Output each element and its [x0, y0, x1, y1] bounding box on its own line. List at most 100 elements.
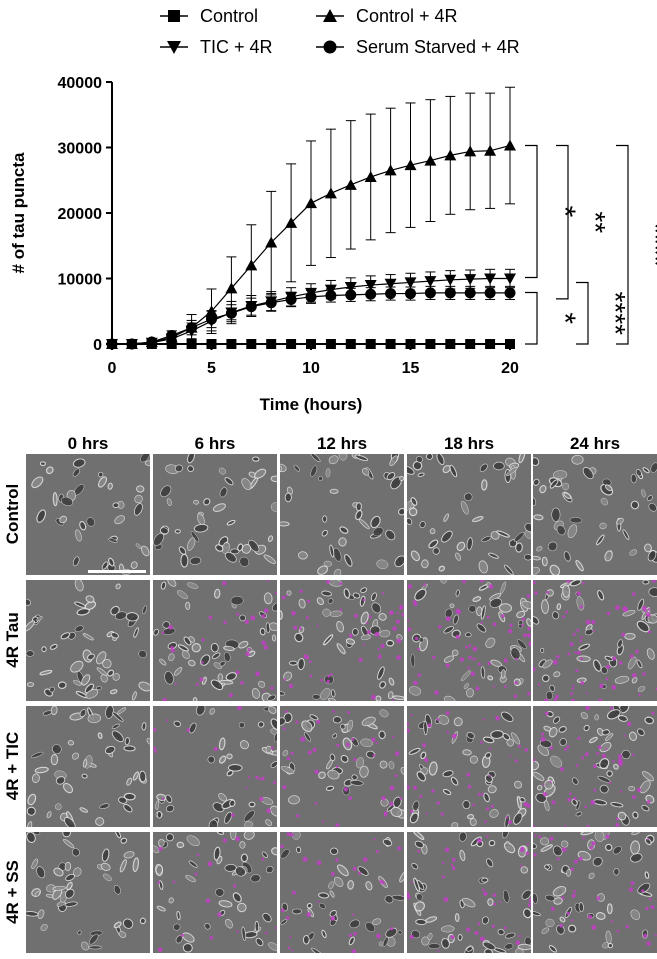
y-axis-title: # of tau puncta: [9, 152, 28, 273]
data-point: [445, 339, 456, 349]
y-tick-label: 30000: [58, 141, 103, 158]
x-axis-title: Time (hours): [260, 395, 363, 414]
significance-brackets: * ******* ****: [525, 144, 657, 345]
data-point: [246, 339, 257, 349]
data-point: [464, 287, 476, 299]
data-point: [424, 276, 437, 288]
legend-label: Control + 4R: [356, 6, 458, 26]
micrograph-image: [280, 706, 404, 827]
micrograph-tile: [280, 454, 404, 575]
data-point: [106, 338, 118, 349]
data-point: [285, 216, 298, 228]
legend-label: TIC + 4R: [200, 37, 273, 57]
micrograph-tile: [533, 454, 657, 575]
data-point: [365, 339, 376, 349]
sig-ctrl4r-vs-ctrl-bracket: [616, 144, 629, 345]
series-triangle-up: [106, 86, 516, 349]
data-point: [504, 287, 516, 299]
chart-axes: 0 10000 20000 30000 40000 0 5 10 15 20 Time (hours…: [9, 75, 519, 414]
data-point: [306, 339, 316, 349]
legend-marker-triangle-down-icon: [167, 41, 181, 54]
data-point: [384, 278, 397, 290]
micrograph-image: [280, 580, 404, 701]
data-point: [465, 339, 476, 349]
data-point: [206, 339, 217, 349]
data-point: [504, 273, 516, 285]
micrograph-image: [280, 454, 404, 575]
data-point: [425, 339, 436, 349]
micrograph-tile: [26, 832, 150, 953]
y-tick-label: 20000: [58, 206, 103, 223]
data-point: [405, 288, 416, 300]
data-point: [404, 159, 417, 171]
micrograph-tile: [407, 706, 531, 827]
row-label: 4R + TIC: [3, 731, 22, 801]
micrograph-tile: [533, 580, 657, 701]
sig-ss-vs-ctrl-label: ****: [600, 291, 631, 335]
chart-series-layer: [106, 86, 516, 350]
data-point: [266, 339, 277, 349]
column-header: 0 hrs: [67, 434, 109, 453]
micrograph-tile: [280, 580, 404, 701]
data-point: [505, 339, 515, 349]
micrograph-tile: [533, 706, 657, 827]
data-point: [344, 178, 357, 190]
row-label: Control: [3, 483, 22, 545]
data-point: [405, 339, 416, 349]
data-point: [444, 287, 456, 299]
x-tick-label: 0: [108, 360, 117, 377]
data-point: [404, 277, 417, 289]
data-point: [464, 274, 477, 286]
micrograph-tile: [153, 832, 277, 953]
data-point: [484, 144, 497, 156]
column-header: 24 hrs: [569, 434, 621, 453]
sig-ctrl4r-vs-tic-label: *: [548, 206, 581, 218]
data-point: [345, 339, 356, 349]
micrograph-tile: [153, 706, 277, 827]
legend-label: Control: [200, 6, 258, 26]
data-point: [444, 149, 457, 161]
data-point: [464, 145, 477, 157]
column-header: 6 hrs: [194, 434, 236, 453]
micrograph-image: [407, 832, 531, 953]
micrograph-image: [153, 832, 277, 953]
micrograph-tile: [407, 832, 531, 953]
y-tick-label: 10000: [58, 272, 103, 289]
micrograph-tile: [26, 454, 150, 575]
data-point: [504, 139, 516, 151]
micrograph-tile: [280, 706, 404, 827]
data-point: [484, 273, 497, 285]
chart-legend: Control Control + 4R TIC + 4R Serum Starved…: [160, 6, 520, 57]
micrograph-image: [533, 580, 657, 701]
data-point: [324, 187, 337, 199]
micrograph-image: [407, 706, 531, 827]
micrograph-tile: [26, 580, 150, 701]
micrograph-tile: [407, 454, 531, 575]
data-point: [305, 287, 317, 299]
micrograph-tile: [407, 580, 531, 701]
legend-label: Serum Starved + 4R: [356, 37, 520, 57]
sig-tic-vs-ctrl-label: *: [548, 312, 581, 324]
data-point: [384, 164, 397, 176]
micrograph-image: [26, 580, 150, 701]
micrograph-image: [153, 706, 277, 827]
micrograph-image: [533, 454, 657, 575]
micrograph-tile: [26, 706, 150, 827]
x-tick-label: 5: [207, 360, 216, 377]
data-point: [265, 236, 278, 248]
micrograph-tile: [153, 580, 277, 701]
x-tick-label: 10: [302, 360, 320, 377]
data-point: [286, 339, 297, 349]
data-point: [165, 331, 178, 343]
micrograph-image: [533, 832, 657, 953]
micrograph-image: [26, 706, 150, 827]
sig-ctrl4r-vs-ss-bracket: [556, 144, 569, 300]
micrograph-tile: [153, 454, 277, 575]
column-header: 18 hrs: [443, 434, 495, 453]
micrograph-image: [26, 832, 150, 953]
data-point: [385, 288, 397, 300]
micrograph-tile: [533, 832, 657, 953]
sig-ctrl4r-vs-tic-bracket: [525, 144, 538, 279]
data-point: [484, 287, 496, 299]
micrograph-image: [407, 580, 531, 701]
